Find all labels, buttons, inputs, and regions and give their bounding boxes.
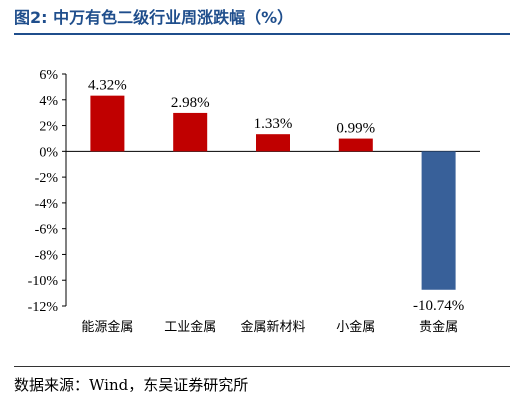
category-label: 贵金属 [419,319,458,335]
y-tick-label: 0% [39,145,58,160]
y-axis: 6% 4% 2% 0% -2% -4% -6% -8% -10% -12% [28,68,480,315]
category-labels: 能源金属 工业金属 金属新材料 小金属 贵金属 [81,319,458,335]
bar-3 [256,134,290,152]
y-tick-label: 4% [39,94,58,109]
y-tick-label: 2% [39,120,58,135]
y-tick-label: -4% [35,197,59,212]
y-tick-label: -10% [28,274,59,289]
data-label: 1.33% [254,116,293,132]
category-label: 小金属 [336,319,375,335]
data-label: 2.98% [171,95,210,111]
source-note: 数据来源：Wind，东吴证券研究所 [14,376,249,394]
chart-title: 图2: 中万有色二级行业周涨跌幅（%） [14,8,294,27]
category-label: 金属新材料 [240,319,305,335]
data-label: -10.74% [413,298,464,314]
bar-5 [421,151,456,290]
y-tick-label: -2% [35,171,59,186]
data-label: 4.32% [88,78,127,94]
data-labels: 4.32% 2.98% 1.33% 0.99% -10.74% [88,78,464,314]
y-tick-label: 6% [39,68,58,83]
bar-2 [173,112,208,152]
data-label: 0.99% [336,121,375,137]
y-tick-label: -8% [35,248,59,263]
y-tick-label: -6% [35,223,59,238]
y-tick-label: -12% [28,300,59,315]
title-rule [14,33,510,35]
bars [90,95,456,290]
category-label: 能源金属 [81,319,133,335]
source-rule [14,366,510,367]
category-label: 工业金属 [164,319,216,335]
bar-4 [338,138,373,152]
bar-1 [90,95,125,152]
